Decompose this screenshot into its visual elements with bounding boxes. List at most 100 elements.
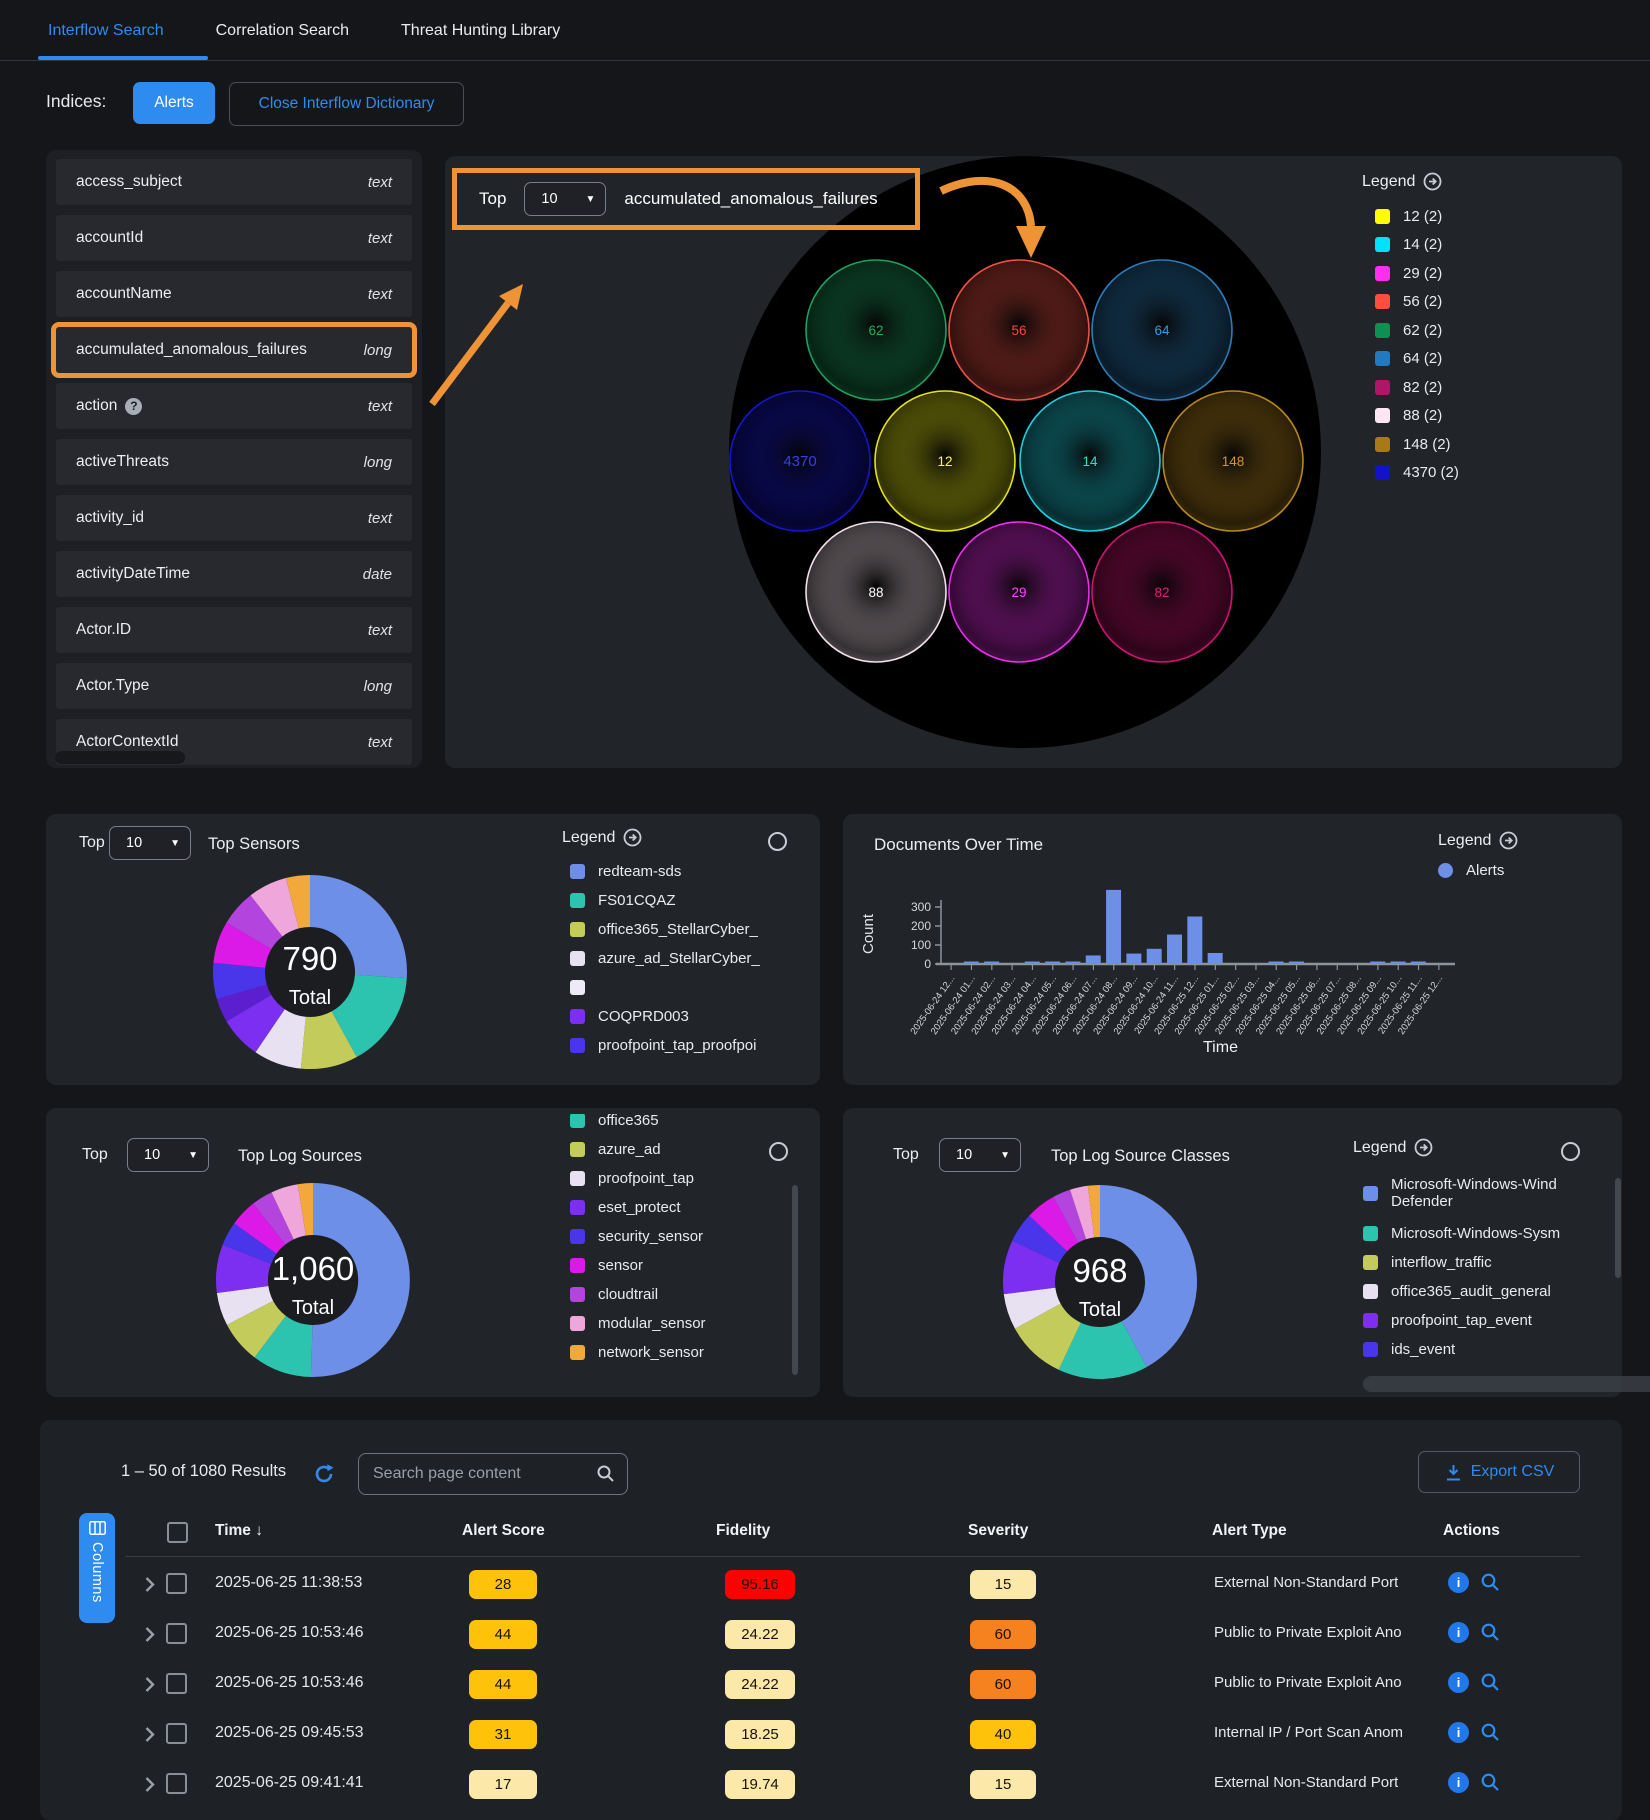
- column-header-fidelity[interactable]: Fidelity: [716, 1522, 771, 1539]
- bar[interactable]: [1410, 961, 1426, 965]
- legend-item[interactable]: office365: [570, 1114, 706, 1135]
- row-checkbox[interactable]: [166, 1673, 187, 1694]
- legend-item[interactable]: 62 (2): [1375, 316, 1602, 345]
- bar[interactable]: [1187, 916, 1203, 965]
- bar[interactable]: [1106, 889, 1122, 964]
- top-count-select[interactable]: 10 ▼: [524, 182, 607, 216]
- legend-item[interactable]: interflow_traffic: [1363, 1248, 1560, 1277]
- field-row-accumulated_anomalous_failures[interactable]: accumulated_anomalous_failures long: [51, 322, 417, 378]
- classes-donut-chart[interactable]: [843, 1108, 1622, 1397]
- legend-item[interactable]: 56 (2): [1375, 288, 1602, 317]
- column-header-alert-score[interactable]: Alert Score: [462, 1522, 545, 1539]
- info-icon[interactable]: i: [1448, 1622, 1469, 1643]
- bubble-62[interactable]: 62: [805, 259, 947, 401]
- investigate-search-icon[interactable]: [1480, 1672, 1501, 1693]
- top-count-select[interactable]: 10 ▼: [127, 1138, 209, 1172]
- legend-item[interactable]: 82 (2): [1375, 373, 1602, 402]
- table-row[interactable]: 2025-06-25 10:53:46 44 24.22 60 Public to Pr…: [40, 1609, 1622, 1659]
- legend-expand-icon[interactable]: [1423, 172, 1442, 191]
- select-all-checkbox[interactable]: [167, 1522, 188, 1543]
- row-checkbox[interactable]: [166, 1723, 187, 1744]
- legend-item[interactable]: azure_ad_StellarCyber_: [570, 944, 760, 973]
- field-row-access_subject[interactable]: access_subject text: [56, 159, 412, 205]
- donut-slice[interactable]: [271, 1184, 306, 1240]
- table-row[interactable]: 2025-06-25 10:53:46 44 24.22 60 Public to Pr…: [40, 1659, 1622, 1709]
- columns-tab[interactable]: Columns: [79, 1513, 115, 1623]
- info-icon[interactable]: i: [1448, 1672, 1469, 1693]
- legend-item[interactable]: azure_ad: [570, 1135, 706, 1164]
- legend-item[interactable]: 148 (2): [1375, 430, 1602, 459]
- donut-slice[interactable]: [227, 1300, 286, 1358]
- legend-item[interactable]: redteam-sds: [570, 857, 760, 886]
- bubble-29[interactable]: 29: [948, 521, 1090, 663]
- legend-item[interactable]: Microsoft-Windows-Sysm: [1363, 1219, 1560, 1248]
- table-row[interactable]: 2025-06-25 11:38:53 28 95.16 15 External Non…: [40, 1559, 1622, 1609]
- donut-slice[interactable]: [297, 1183, 313, 1236]
- top-count-select[interactable]: 10 ▼: [109, 826, 191, 860]
- table-row[interactable]: 2025-06-25 09:41:41 17 19.74 15 External Non…: [40, 1759, 1622, 1809]
- bar[interactable]: [984, 961, 1000, 965]
- bubble-4370[interactable]: 4370: [729, 390, 871, 532]
- donut-slice[interactable]: [331, 974, 407, 1057]
- bar[interactable]: [1167, 934, 1183, 964]
- donut-slice[interactable]: [226, 895, 283, 950]
- bar[interactable]: [1065, 961, 1081, 965]
- bubble-64[interactable]: 64: [1091, 259, 1233, 401]
- refresh-icon[interactable]: [312, 1462, 336, 1486]
- legend-item[interactable]: Microsoft-Windows-Wind Defender: [1363, 1167, 1560, 1219]
- investigate-search-icon[interactable]: [1480, 1722, 1501, 1743]
- legend-item[interactable]: cloudtrail: [570, 1280, 706, 1309]
- bar[interactable]: [1045, 961, 1061, 965]
- donut-slice[interactable]: [212, 962, 267, 1000]
- bubble-12[interactable]: 12: [874, 390, 1016, 532]
- column-header-time[interactable]: Time ↓: [215, 1522, 263, 1539]
- bubble-88[interactable]: 88: [805, 521, 947, 663]
- legend-item[interactable]: office365_audit_general: [1363, 1277, 1560, 1306]
- donut-slice[interactable]: [234, 1203, 286, 1254]
- donut-slice[interactable]: [216, 1286, 274, 1325]
- donut-slice[interactable]: [1053, 1189, 1087, 1243]
- expand-row-icon[interactable]: [144, 1676, 155, 1693]
- legend-item[interactable]: sensor: [570, 1251, 706, 1280]
- legend-item[interactable]: proofpoint_tap_proofpoi: [570, 1031, 760, 1060]
- bar[interactable]: [963, 961, 979, 965]
- legend-item[interactable]: office365_StellarCyber_: [570, 915, 760, 944]
- legend-item[interactable]: FS01CQAZ: [570, 886, 760, 915]
- tab-threat-hunting-library[interactable]: Threat Hunting Library: [401, 22, 561, 39]
- legend-expand-icon[interactable]: [1499, 831, 1518, 850]
- legend-options-icon[interactable]: [768, 832, 787, 851]
- column-header-severity[interactable]: Severity: [968, 1522, 1029, 1539]
- investigate-search-icon[interactable]: [1480, 1772, 1501, 1793]
- donut-slice[interactable]: [215, 1244, 272, 1293]
- field-row-Actor.Type[interactable]: Actor.Type long: [56, 663, 412, 709]
- field-row-action[interactable]: action ? text: [56, 383, 412, 429]
- export-csv-button[interactable]: Export CSV: [1418, 1451, 1580, 1493]
- investigate-search-icon[interactable]: [1480, 1572, 1501, 1593]
- row-checkbox[interactable]: [166, 1573, 187, 1594]
- bar[interactable]: [1024, 961, 1040, 965]
- row-checkbox[interactable]: [166, 1773, 187, 1794]
- expand-row-icon[interactable]: [144, 1576, 155, 1593]
- investigate-search-icon[interactable]: [1480, 1622, 1501, 1643]
- legend-item[interactable]: network_sensor: [570, 1338, 706, 1367]
- bar[interactable]: [1390, 961, 1406, 965]
- donut-slice[interactable]: [1070, 1185, 1095, 1240]
- column-header-alert-type[interactable]: Alert Type: [1212, 1522, 1287, 1539]
- legend-item[interactable]: COQPRD003: [570, 1002, 760, 1031]
- donut-slice[interactable]: [213, 922, 272, 968]
- donut-slice[interactable]: [226, 994, 285, 1053]
- bar[interactable]: [1268, 961, 1284, 965]
- field-row-accountId[interactable]: accountId text: [56, 215, 412, 261]
- legend-item[interactable]: eset_protect: [570, 1193, 706, 1222]
- donut-slice[interactable]: [1100, 1185, 1197, 1367]
- bar[interactable]: [1288, 961, 1304, 965]
- help-icon[interactable]: ?: [125, 397, 143, 415]
- donut-slice[interactable]: [250, 878, 299, 937]
- legend-item[interactable]: security_sensor: [570, 1222, 706, 1251]
- expand-row-icon[interactable]: [144, 1776, 155, 1793]
- legend-expand-icon[interactable]: [623, 828, 642, 847]
- field-row-Actor.ID[interactable]: Actor.ID text: [56, 607, 412, 653]
- legend-options-icon[interactable]: [769, 1142, 788, 1161]
- packed-bubble-chart[interactable]: 62 56 64 4370 12 14 148 88 29 82: [445, 156, 1622, 768]
- legend-item[interactable]: proofpoint_tap: [570, 1164, 706, 1193]
